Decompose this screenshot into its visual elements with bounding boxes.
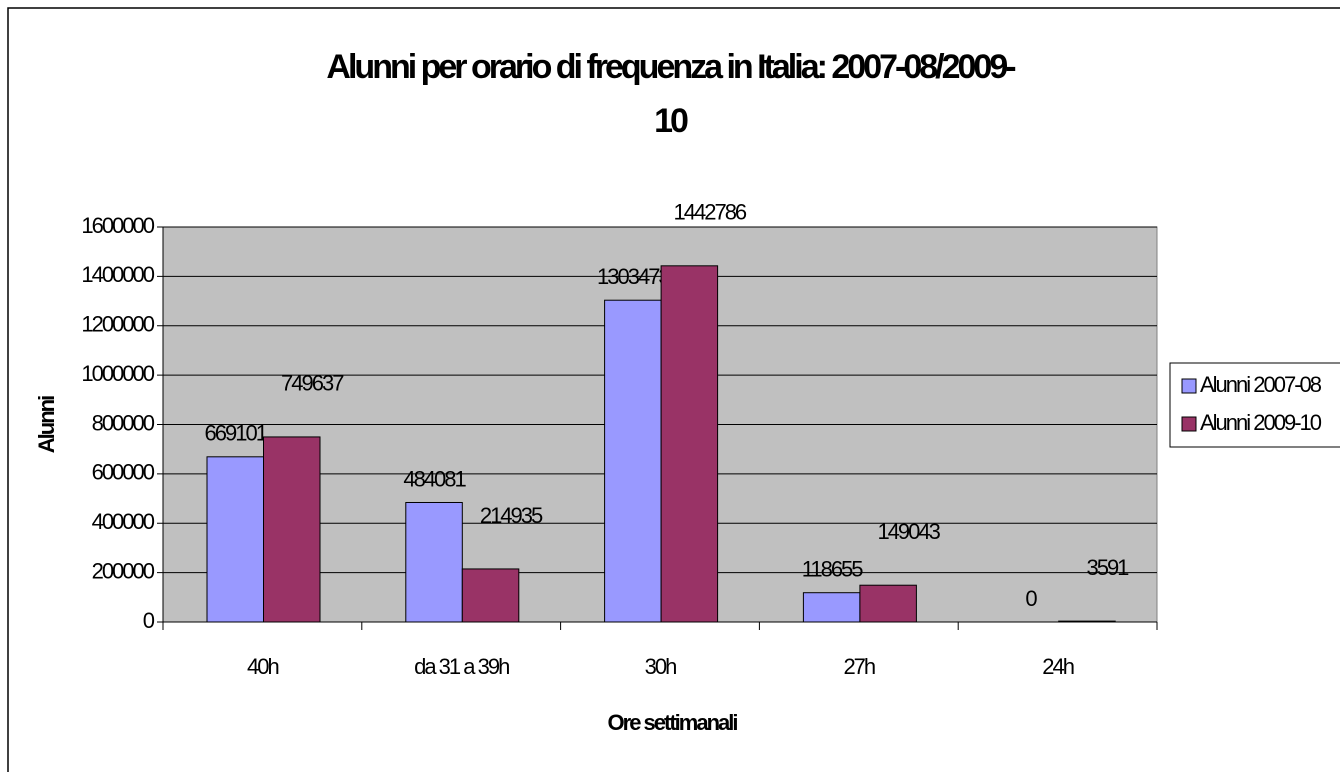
x-axis-label: Ore settimanali <box>608 710 738 735</box>
bar <box>1058 620 1116 623</box>
bar <box>461 568 520 623</box>
legend-box <box>1169 362 1340 448</box>
y-tick-label: 600000 <box>92 460 155 485</box>
data-label: 749637 <box>281 371 344 396</box>
x-tick-label: 24h <box>1042 654 1073 679</box>
legend-swatch <box>1181 416 1197 432</box>
bar <box>405 501 463 623</box>
data-label: 1303473 <box>597 264 670 289</box>
data-label: 669101 <box>205 421 268 446</box>
y-tick-label: 400000 <box>92 509 155 534</box>
legend-label: Alunni 2007-08 <box>1200 372 1322 397</box>
y-tick-label: 800000 <box>92 410 155 435</box>
bar <box>604 299 662 623</box>
data-label: 1442786 <box>674 200 747 225</box>
y-tick-label: 200000 <box>92 558 155 583</box>
x-tick-label: 27h <box>843 654 874 679</box>
data-label: 0 <box>1025 586 1037 611</box>
bar <box>206 456 264 623</box>
data-label: 484081 <box>403 466 466 491</box>
data-label: 118655 <box>802 557 864 582</box>
legend-label: Alunni 2009-10 <box>1200 410 1322 435</box>
bar <box>802 592 861 623</box>
y-axis-label: Alunni <box>34 396 59 453</box>
data-label: 214935 <box>480 503 543 528</box>
data-label: 149043 <box>877 519 940 544</box>
bar <box>660 265 719 623</box>
data-label: 3591 <box>1086 555 1129 580</box>
x-tick-label: 30h <box>645 654 676 679</box>
x-tick-label: 40h <box>247 654 278 679</box>
bar <box>263 436 321 623</box>
bar <box>859 584 917 623</box>
y-tick-label: 1400000 <box>81 262 154 287</box>
x-tick-label: da 31 a 39h <box>414 654 509 679</box>
y-tick-label: 1000000 <box>81 361 154 386</box>
y-tick-label: 1200000 <box>81 312 154 337</box>
chart-title: Alunni per orario di frequenza in Italia… <box>326 48 1016 140</box>
legend-swatch <box>1181 378 1197 394</box>
y-tick-label: 0 <box>143 608 155 633</box>
y-tick-label: 1600000 <box>81 213 154 238</box>
